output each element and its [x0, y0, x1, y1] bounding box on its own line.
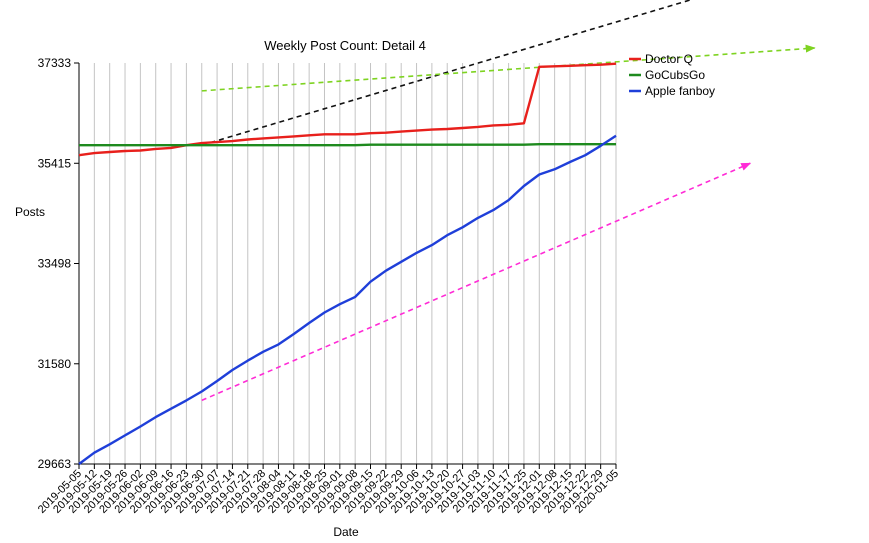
y-tick-label: 35415: [38, 156, 72, 170]
legend: Doctor Q GoCubsGo Apple fanboy: [629, 52, 715, 98]
y-axis-label: Posts: [15, 205, 45, 219]
y-tick-label: 29663: [38, 457, 72, 471]
y-tick-labels: 29663 31580 33498 35415 37333: [38, 56, 72, 471]
x-tick-labels: 2019-05-052019-05-122019-05-192019-05-26…: [36, 468, 621, 516]
series-line: [78, 62, 617, 157]
trend-lines: [201, 0, 816, 402]
y-tick-label: 33498: [38, 257, 72, 271]
y-tick-label: 31580: [38, 357, 72, 371]
y-tick-label: 37333: [38, 56, 72, 70]
series-line: [78, 134, 617, 465]
series-line: [79, 142, 616, 147]
trend-line: [201, 44, 816, 92]
legend-label: Doctor Q: [645, 52, 693, 66]
grid-lines: [78, 63, 617, 464]
legend-label: Apple fanboy: [645, 84, 715, 98]
x-axis-label: Date: [333, 525, 359, 539]
axes: [74, 62, 617, 469]
trend-line: [201, 162, 752, 402]
series-lines: [78, 62, 617, 465]
chart-title: Weekly Post Count: Detail 4: [264, 38, 426, 53]
legend-label: GoCubsGo: [645, 68, 705, 82]
